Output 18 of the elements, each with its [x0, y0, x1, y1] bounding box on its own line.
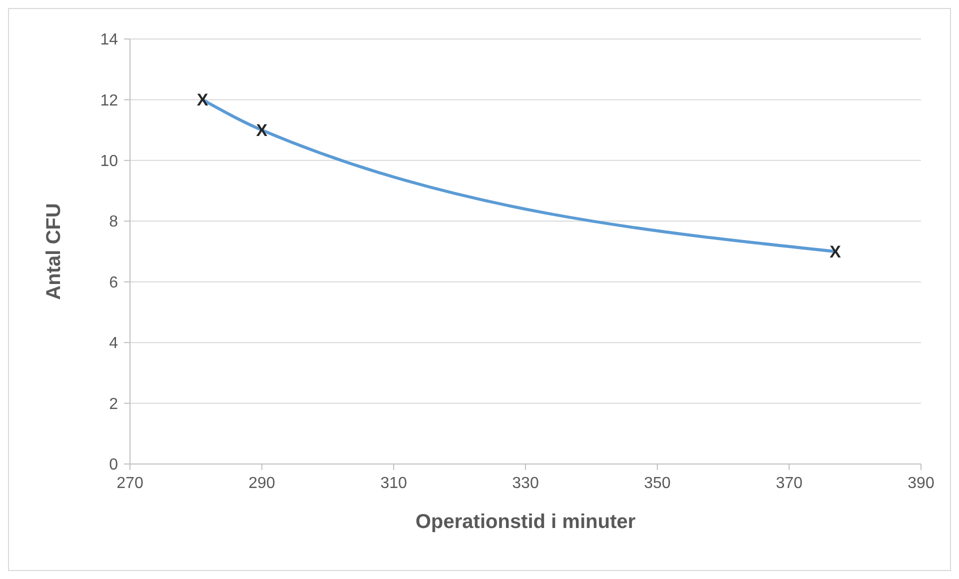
x-axis-title: Operationstid i minuter	[415, 511, 636, 533]
x-tick-label: 270	[116, 475, 144, 492]
y-tick-label: 2	[109, 396, 118, 413]
x-tick-label: 330	[512, 475, 539, 492]
x-tick-label: 370	[776, 475, 803, 492]
data-label: X	[830, 242, 842, 262]
y-tick-label: 0	[109, 456, 118, 474]
x-tick-label: 390	[908, 475, 934, 492]
y-tick-label: 6	[109, 274, 118, 292]
y-tick-label: 10	[100, 153, 118, 170]
y-tick-label: 4	[109, 335, 118, 352]
y-axis-title: Antal CFU	[43, 203, 65, 300]
x-tick-label: 310	[380, 475, 408, 492]
y-tick-label: 8	[109, 214, 118, 231]
y-tick-label: 14	[100, 32, 118, 49]
x-tick-label: 290	[248, 475, 276, 492]
x-tick-label: 350	[644, 475, 671, 492]
y-tick-label: 12	[100, 92, 118, 110]
